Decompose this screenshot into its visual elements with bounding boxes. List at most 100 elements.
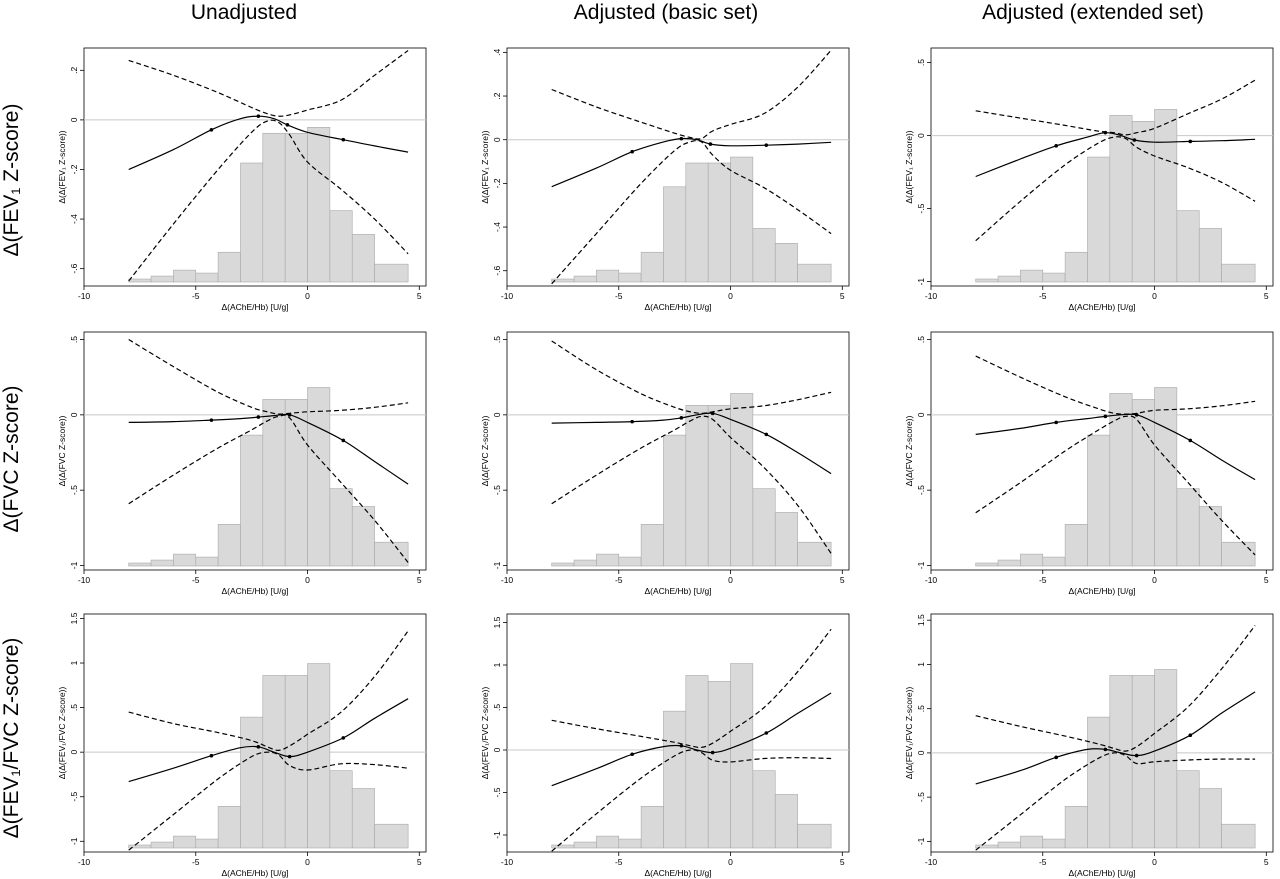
histogram-bar bbox=[551, 562, 575, 567]
plot-frame bbox=[83, 613, 427, 853]
histogram-bar bbox=[1198, 506, 1222, 567]
ci-lower-line bbox=[975, 415, 1256, 556]
knot-marker bbox=[1134, 413, 1139, 417]
knot-marker bbox=[1103, 747, 1108, 752]
histogram-bar bbox=[596, 835, 620, 849]
histogram-bar bbox=[1042, 556, 1066, 567]
histogram-bar bbox=[374, 263, 409, 283]
histogram-bar bbox=[997, 559, 1021, 567]
y-axis-label: Δ(Δ(FEV₁ Z-score)) bbox=[904, 130, 914, 203]
plot-frame bbox=[506, 331, 850, 571]
plot-frame bbox=[506, 613, 850, 853]
histogram-bar bbox=[730, 393, 754, 567]
histogram-bar bbox=[618, 272, 642, 283]
knot-marker bbox=[679, 743, 684, 748]
ci-lower-line bbox=[128, 751, 409, 851]
histogram-bar bbox=[975, 278, 999, 283]
chart-panel-r2-c0: -10 -5 0 5 -1 -.5 0 .5 1 1.5 Δ(AChE/Hb) [U/g] Δ(Δ(F… bbox=[57, 612, 427, 878]
histogram-bar bbox=[195, 838, 219, 849]
knot-marker bbox=[285, 123, 290, 127]
knot-marker bbox=[1188, 139, 1193, 144]
histogram-bar bbox=[752, 488, 776, 567]
ci-upper-line bbox=[551, 340, 832, 414]
histogram-bar bbox=[1176, 770, 1200, 849]
y-tick-label: .5 bbox=[916, 59, 926, 66]
histogram-bar bbox=[240, 434, 264, 567]
y-tick-label: -.5 bbox=[69, 792, 79, 802]
y-axis-label: Δ(Δ(FVC Z-score)) bbox=[480, 415, 490, 486]
plot-frame bbox=[930, 613, 1274, 853]
y-tick-label: 1.5 bbox=[916, 614, 926, 626]
histogram-bar bbox=[351, 234, 375, 283]
histogram-bar bbox=[307, 387, 331, 567]
knot-marker bbox=[287, 413, 292, 417]
y-tick-label: -.6 bbox=[492, 265, 502, 275]
histogram-bar bbox=[284, 399, 308, 567]
x-tick-label: 5 bbox=[840, 291, 845, 301]
y-tick-label: 0 bbox=[916, 412, 926, 417]
y-tick-label: .5 bbox=[916, 336, 926, 343]
y-tick-label: .5 bbox=[492, 336, 502, 343]
histogram-bar bbox=[618, 556, 642, 567]
knot-marker bbox=[1103, 414, 1108, 419]
knot-marker bbox=[209, 128, 214, 132]
y-tick-label: 1.5 bbox=[492, 616, 502, 628]
y-tick-label: .4 bbox=[492, 49, 502, 56]
y-tick-label: 0 bbox=[916, 133, 926, 138]
x-tick-label: 0 bbox=[305, 857, 310, 867]
x-tick-label: -5 bbox=[192, 291, 200, 301]
estimate-line bbox=[975, 132, 1256, 178]
knot-marker bbox=[1054, 755, 1058, 760]
y-tick-label: -1 bbox=[916, 837, 926, 845]
histogram-bar bbox=[975, 562, 999, 567]
column-title-basic: Adjusted (basic set) bbox=[573, 1, 759, 24]
histogram-bar bbox=[240, 162, 264, 283]
histogram-bar bbox=[797, 541, 832, 567]
chart-panel-r0-c0: -10 -5 0 5 -.6 -.4 -.2 0 .2 Δ(AChE/Hb) [U/g] Δ(Δ(F… bbox=[57, 47, 427, 312]
x-tick-label: 5 bbox=[840, 575, 845, 585]
histogram-bar bbox=[307, 663, 331, 849]
y-tick-label: 1 bbox=[69, 660, 79, 665]
x-tick-label: -5 bbox=[192, 857, 200, 867]
histogram-bar bbox=[195, 556, 219, 567]
knot-marker bbox=[1054, 420, 1058, 425]
y-tick-label: -.5 bbox=[916, 792, 926, 802]
histogram-bar bbox=[1087, 716, 1111, 849]
histogram-bar bbox=[1221, 263, 1256, 283]
y-axis-label: Δ(Δ(FEV₁/FVC Z-score)) bbox=[480, 687, 490, 780]
x-tick-label: 5 bbox=[417, 575, 422, 585]
chart-panel-r0-c2: -10 -5 0 5 -1 -.5 0 .5 Δ(AChE/Hb) [U/g] Δ(Δ(FEV₁ … bbox=[904, 47, 1274, 312]
histogram-bar bbox=[997, 841, 1021, 849]
chart-panel-r1-c0: -10 -5 0 5 -1 -.5 0 .5 Δ(AChE/Hb) [U/g] Δ(Δ(FVC Z… bbox=[57, 331, 427, 596]
y-tick-label: -.5 bbox=[69, 485, 79, 495]
ci-lower-line bbox=[128, 119, 409, 282]
y-tick-label: 0 bbox=[69, 412, 79, 417]
knot-marker bbox=[209, 753, 214, 758]
histogram-bar bbox=[685, 405, 709, 567]
histogram-bar bbox=[573, 841, 597, 849]
x-tick-label: -5 bbox=[1039, 575, 1047, 585]
histogram-bar bbox=[752, 770, 776, 849]
x-axis-label: Δ(AChE/Hb) [U/g] bbox=[1068, 868, 1135, 878]
histogram-bar bbox=[195, 272, 219, 283]
histogram-bar bbox=[707, 681, 731, 849]
y-axis-label: Δ(Δ(FEV₁ Z-score)) bbox=[57, 130, 67, 203]
x-tick-label: 5 bbox=[1264, 857, 1269, 867]
histogram-bar bbox=[1020, 269, 1044, 283]
estimate-line bbox=[551, 692, 832, 787]
x-axis-label: Δ(AChE/Hb) [U/g] bbox=[221, 302, 288, 312]
histogram-bar bbox=[351, 788, 375, 849]
y-axis-label: Δ(Δ(FEV₁ Z-score)) bbox=[480, 130, 490, 203]
knot-marker bbox=[710, 750, 715, 755]
estimate-line bbox=[975, 413, 1256, 481]
knot-marker bbox=[710, 411, 715, 416]
y-tick-label: 0 bbox=[492, 747, 502, 752]
histogram-bar bbox=[217, 251, 241, 283]
histogram-bar bbox=[685, 162, 709, 283]
y-tick-label: .5 bbox=[492, 704, 502, 711]
plot-frame bbox=[83, 331, 427, 571]
y-tick-label: 0 bbox=[69, 750, 79, 755]
x-tick-label: -10 bbox=[925, 857, 938, 867]
y-tick-label: 1 bbox=[916, 662, 926, 667]
x-axis-label: Δ(AChE/Hb) [U/g] bbox=[1068, 302, 1135, 312]
